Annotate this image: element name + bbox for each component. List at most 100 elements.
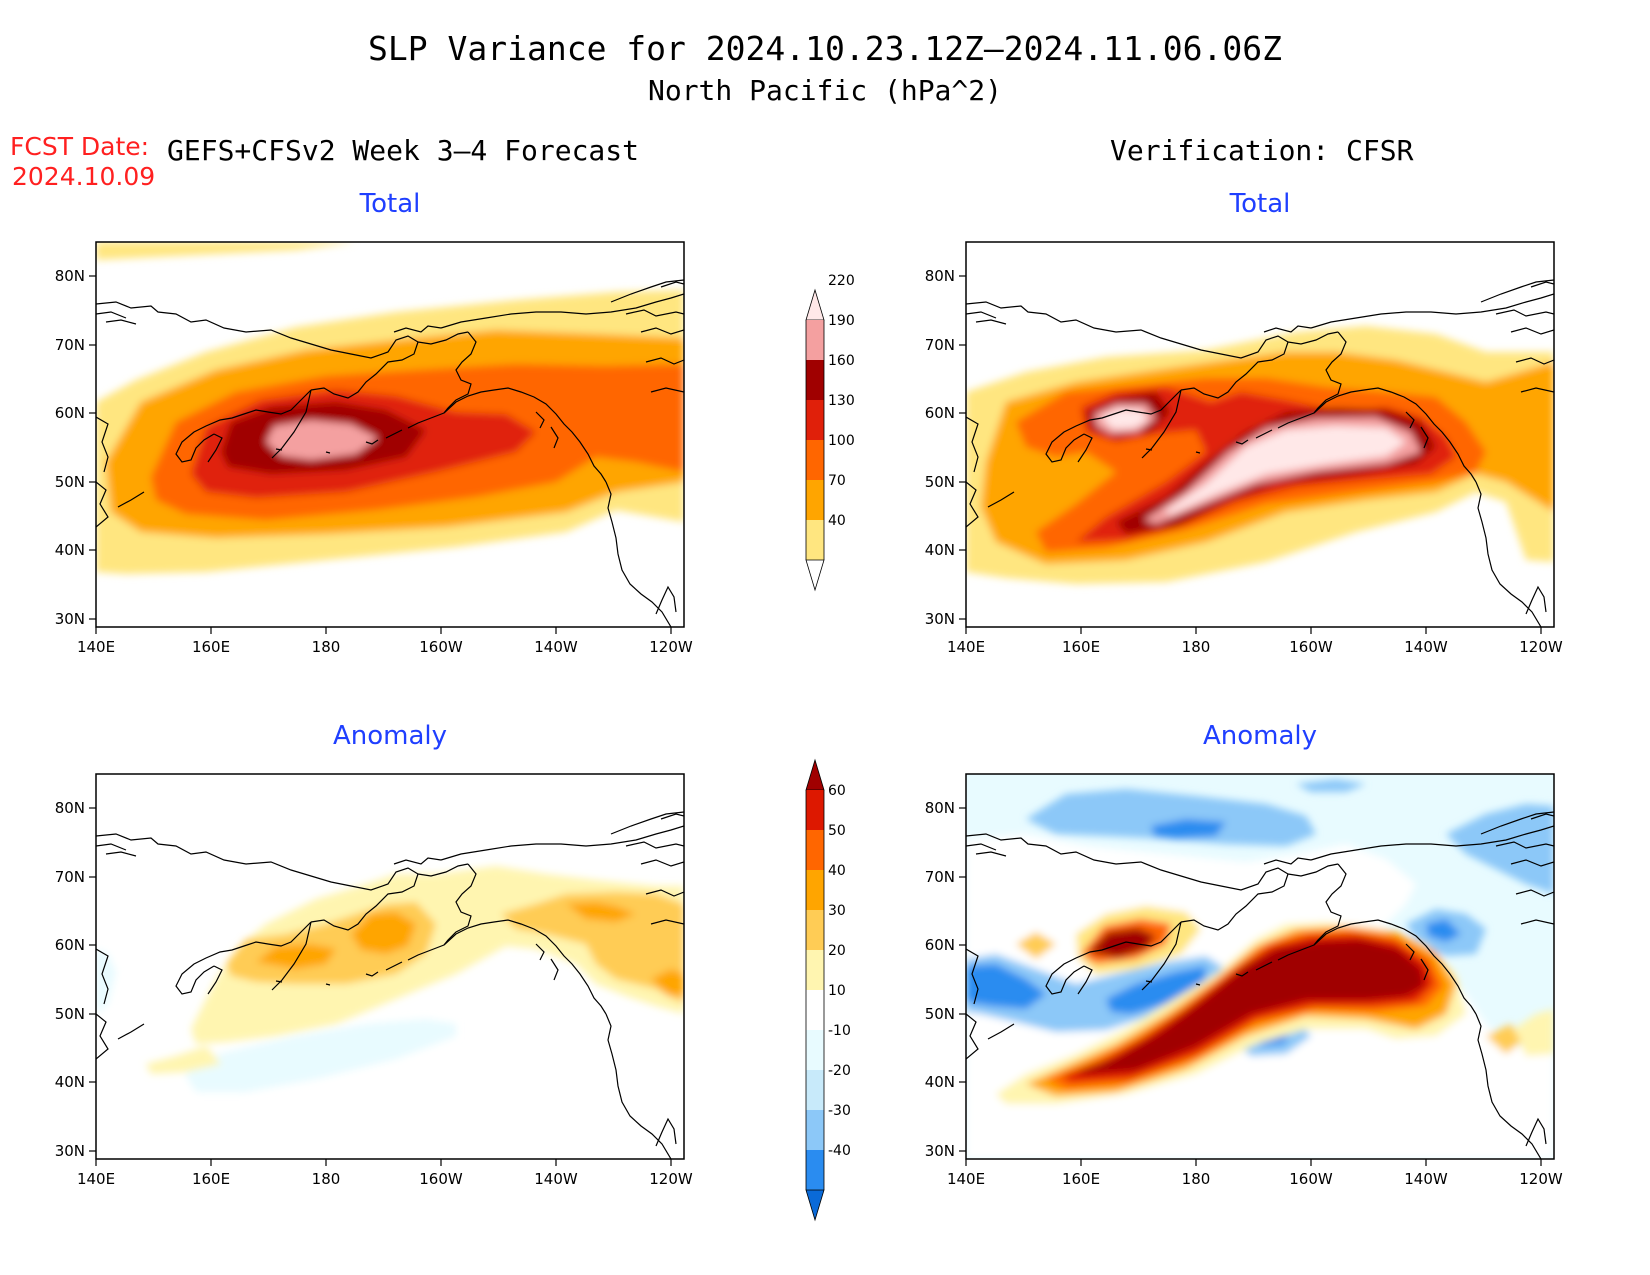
x-tick-label: 160E	[192, 638, 230, 656]
y-axis: 30N 40N 50N 60N 70N 80N	[55, 799, 96, 1160]
x-tick-label: 140W	[1404, 1170, 1448, 1188]
y-tick-label: 50N	[925, 473, 955, 491]
colorbar-label: 50	[828, 823, 846, 839]
x-tick-label: 160W	[1289, 638, 1333, 656]
x-tick-label: 140E	[77, 1170, 115, 1188]
x-tick-label: 160W	[419, 1170, 463, 1188]
x-tick-label: 180	[1182, 638, 1211, 656]
y-tick-label: 30N	[55, 1142, 85, 1160]
colorbar-label: -20	[828, 1063, 851, 1079]
y-tick-label: 40N	[925, 1073, 955, 1091]
y-tick-label: 60N	[925, 404, 955, 422]
y-tick-label: 40N	[55, 541, 85, 559]
panel-forecast-total: Total 30N 40N 50N 60N 70N 80N 140E 160E 180 160W…	[55, 189, 693, 656]
x-tick-label: 140E	[77, 638, 115, 656]
x-tick-label: 180	[312, 1170, 341, 1188]
y-tick-label: 80N	[925, 799, 955, 817]
y-tick-label: 80N	[925, 267, 955, 285]
x-tick-label: 140E	[947, 1170, 985, 1188]
fcst-date-label: FCST Date:	[10, 132, 149, 161]
x-tick-label: 180	[312, 638, 341, 656]
colorbar-label: 100	[828, 433, 855, 449]
x-tick-label: 180	[1182, 1170, 1211, 1188]
colorbar-box	[806, 480, 824, 520]
colorbar-box	[806, 440, 824, 480]
colorbar-label: 220	[828, 273, 855, 289]
y-tick-label: 40N	[925, 541, 955, 559]
y-tick-label: 60N	[925, 936, 955, 954]
colorbar-label: 70	[828, 473, 846, 489]
y-tick-label: 30N	[55, 610, 85, 628]
colorbar-label: 190	[828, 313, 855, 329]
y-tick-label: 70N	[925, 868, 955, 886]
colorbar-box	[806, 520, 824, 560]
colorbar-label: -30	[828, 1103, 851, 1119]
colorbar-label: 30	[828, 903, 846, 919]
colorbar-box	[806, 360, 824, 400]
x-axis: 140E 160E 180 160W 140W 120W	[77, 1159, 693, 1188]
fcst-date-value: 2024.10.09	[12, 162, 155, 191]
x-tick-label: 120W	[1519, 638, 1563, 656]
colorbar-box	[806, 1070, 824, 1110]
figure-subtitle: North Pacific (hPa^2)	[648, 74, 1002, 107]
x-tick-label: 160E	[1062, 1170, 1100, 1188]
x-tick-label: 140W	[534, 1170, 578, 1188]
y-tick-label: 60N	[55, 404, 85, 422]
x-tick-label: 140E	[947, 638, 985, 656]
colorbar-anomaly: -40 -30 -20 -10 10 20 30 40 50 60	[805, 758, 851, 1222]
colorbar-box	[806, 1150, 824, 1190]
colorbar-label: 40	[828, 863, 846, 879]
panel-title: Total	[1229, 189, 1291, 219]
x-tick-label: 160W	[419, 638, 463, 656]
panel-verification-total: Total 30N 40N 50N 60N 70N 80N 140E 160E 180 160W…	[925, 189, 1563, 656]
colorbar-box	[806, 320, 824, 360]
panel-title: Anomaly	[333, 721, 447, 751]
y-axis: 30N 40N 50N 60N 70N 80N	[925, 799, 966, 1160]
colorbar-top-arrow	[805, 288, 825, 321]
colorbar-box	[806, 1030, 824, 1070]
y-tick-label: 70N	[55, 868, 85, 886]
colorbar-top-arrow	[805, 758, 825, 791]
y-tick-label: 70N	[925, 336, 955, 354]
panel-verification-anomaly: Anomaly	[925, 721, 1563, 1188]
y-tick-label: 50N	[55, 473, 85, 491]
verification-header: Verification: CFSR	[1110, 134, 1414, 167]
x-tick-label: 140W	[534, 638, 578, 656]
y-tick-label: 70N	[55, 336, 85, 354]
colorbar-box	[806, 830, 824, 870]
x-tick-label: 120W	[649, 1170, 693, 1188]
figure-title: SLP Variance for 2024.10.23.12Z–2024.11.…	[368, 29, 1282, 68]
x-tick-label: 160E	[192, 1170, 230, 1188]
colorbar-total: 40 70 100 130 160 190 220	[805, 273, 855, 592]
y-tick-label: 40N	[55, 1073, 85, 1091]
x-tick-label: 140W	[1404, 638, 1448, 656]
colorbar-box	[806, 400, 824, 440]
y-tick-label: 50N	[925, 1005, 955, 1023]
colorbar-box	[806, 910, 824, 950]
x-axis: 140E 160E 180 160W 140W 120W	[947, 627, 1563, 656]
forecast-header: GEFS+CFSv2 Week 3–4 Forecast	[167, 134, 639, 167]
y-tick-label: 80N	[55, 267, 85, 285]
y-tick-label: 60N	[55, 936, 85, 954]
y-tick-label: 80N	[55, 799, 85, 817]
panel-forecast-anomaly: Anomaly 30N 40N 50N 60N 70N 80N 140E 160E 180 16…	[55, 721, 693, 1188]
colorbar-bottom-arrow	[805, 559, 825, 592]
colorbar-box	[806, 1110, 824, 1150]
x-tick-label: 160E	[1062, 638, 1100, 656]
x-tick-label: 120W	[649, 638, 693, 656]
y-axis: 30N 40N 50N 60N 70N 80N	[925, 267, 966, 628]
panel-title: Total	[359, 189, 421, 219]
x-tick-label: 120W	[1519, 1170, 1563, 1188]
y-axis: 30N 40N 50N 60N 70N 80N	[55, 267, 96, 628]
x-axis: 140E 160E 180 160W 140W 120W	[77, 627, 693, 656]
colorbar-box	[806, 990, 824, 1030]
colorbar-label: 160	[828, 353, 855, 369]
colorbar-label: 60	[828, 783, 846, 799]
colorbar-label: -10	[828, 1023, 851, 1039]
colorbar-box	[806, 790, 824, 830]
colorbar-box	[806, 950, 824, 990]
colorbar-label: 40	[828, 513, 846, 529]
colorbar-bottom-arrow	[805, 1189, 825, 1222]
y-tick-label: 30N	[925, 1142, 955, 1160]
